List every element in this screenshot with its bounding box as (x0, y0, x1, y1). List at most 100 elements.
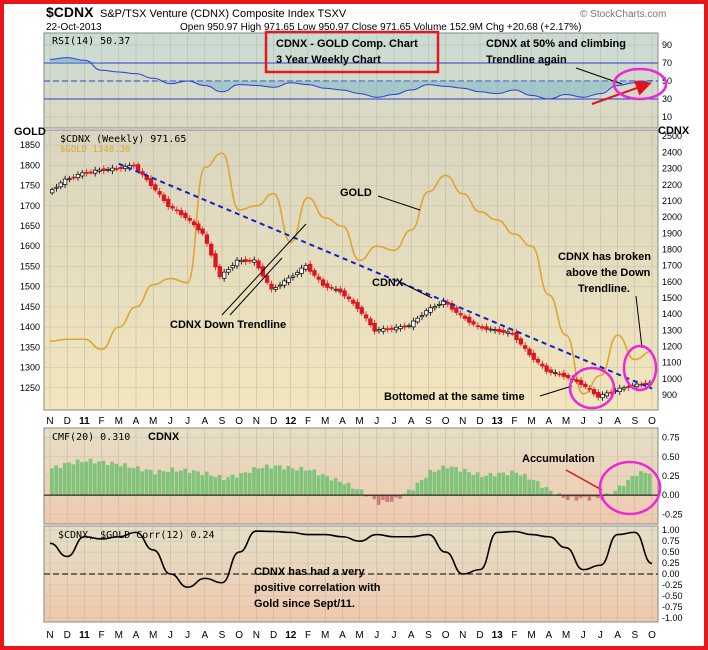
correlation-series (49, 530, 653, 588)
month-label-bottom-9: A (201, 630, 208, 641)
gold-annotation: GOLD (340, 187, 372, 199)
corr-tick-4: 0.00 (662, 569, 680, 579)
gold-tick-9: 1400 (20, 322, 40, 332)
cdnx-candle-23-2 (454, 307, 459, 313)
cdnx-annotation: CDNX (372, 277, 404, 289)
cdnx-axis-title: CDNX (658, 125, 690, 137)
cmf-bar-28-3 (544, 487, 549, 496)
cmf-bar-1-1 (71, 464, 76, 496)
cdnx-candle-28-3 (544, 365, 549, 372)
cdnx-candle-14-2 (299, 267, 304, 274)
cmf-bar-29-3 (561, 495, 566, 498)
cdnx-candle-21-2 (419, 315, 425, 318)
cdnx-tick-3: 2200 (662, 180, 682, 190)
cdnx-candle-12-0 (256, 260, 261, 269)
month-label-bottom-31: J (581, 630, 586, 641)
cdnx-candle-18-2 (368, 318, 373, 326)
cdnx-tick-6: 1900 (662, 228, 682, 238)
cmf-bar-20-3 (406, 489, 411, 496)
cmf-bar-16-1 (329, 480, 334, 496)
corr-tick-7: -0.75 (662, 602, 683, 612)
cmf-bar-1-3 (80, 462, 84, 496)
cmf-bar-8-0 (187, 472, 192, 496)
rsi-shade-16 (308, 81, 326, 89)
cdnx-tick-12: 1300 (662, 325, 682, 335)
month-label-top-14: 12 (285, 416, 297, 427)
cmf-bar-13-3 (286, 466, 291, 496)
rsi-shade-26 (480, 81, 498, 94)
gold-tick-3: 1700 (20, 201, 40, 211)
cmf-bar-30-3 (578, 495, 583, 499)
cmf-bar-27-1 (518, 475, 523, 496)
breakout-line-2: above the Down (566, 267, 651, 279)
cdnx-candle-30-0 (565, 375, 571, 379)
watermark: © StockCharts.com (580, 9, 666, 20)
cdnx-candle-19-3 (389, 327, 394, 330)
cdnx-candle-31-3 (596, 391, 601, 398)
rsi-shade-21 (394, 81, 412, 95)
cmf-bar-25-2 (488, 472, 493, 496)
month-label-top-1: D (64, 416, 71, 427)
cmf-bar-2-0 (84, 461, 89, 496)
month-label-bottom-28: M (527, 630, 535, 641)
gold-tick-6: 1550 (20, 261, 40, 271)
cdnx-candle-25-2 (488, 328, 493, 331)
rsi-line (49, 57, 653, 100)
month-label-top-35: O (648, 416, 656, 427)
gold-tick-4: 1650 (20, 221, 40, 231)
cmf-bar-25-3 (492, 476, 497, 496)
cmf-bar-0-1 (54, 465, 58, 496)
down-trendline-annotation: CDNX Down Trendline (170, 319, 286, 331)
cdnx-candle-30-2 (574, 379, 579, 383)
cdnx-candle-8-2 (196, 223, 201, 231)
month-label-top-26: 13 (492, 416, 504, 427)
cmf-bar-15-1 (312, 469, 316, 496)
cmf-bar-8-2 (196, 471, 200, 496)
month-label-bottom-6: M (149, 630, 157, 641)
cdnx-candle-6-0 (153, 184, 158, 191)
accumulation-annotation: Accumulation (522, 453, 595, 465)
cdnx-candle-14-1 (295, 272, 300, 276)
cdnx-candle-23-3 (458, 313, 463, 316)
cdnx-candle-31-0 (583, 383, 588, 388)
month-label-top-18: M (355, 416, 363, 427)
cmf-tick-3: 0.00 (662, 490, 680, 500)
rsi-shade-23 (428, 81, 446, 87)
cmf-bar-28-1 (535, 480, 540, 496)
cdnx-candle-5-0 (136, 164, 141, 172)
cdnx-candle-13-2 (282, 280, 287, 286)
cdnx-candle-13-0 (273, 287, 278, 290)
cdnx-tick-11: 1400 (662, 309, 682, 319)
cdnx-candle-0-3 (62, 178, 68, 185)
cdnx-candle-9-0 (204, 234, 210, 244)
cmf-bar-4-2 (127, 467, 132, 496)
month-label-bottom-26: 13 (492, 630, 504, 641)
down-trendline-pointer-1 (229, 257, 283, 316)
rsi-overbought-3 (84, 60, 102, 63)
gold-annotation-pointer (377, 195, 421, 211)
cdnx-candle-16-2 (333, 288, 339, 291)
cmf-bar-12-1 (260, 468, 265, 496)
cmf-bar-28-2 (540, 487, 544, 496)
month-axis-bottom: N D 11 F M A M J J A S O N D 12 F M A M J J A S O N D 13 F M A M J J A S O (46, 630, 656, 641)
cdnx-tick-13: 1200 (662, 342, 682, 352)
month-label-bottom-3: F (99, 630, 105, 641)
month-label-top-8: J (185, 416, 190, 427)
cmf-bar-21-3 (424, 478, 428, 496)
cdnx-candle-8-1 (191, 221, 197, 226)
cdnx-tick-1: 2400 (662, 147, 682, 157)
cdnx-candle-0-1 (54, 186, 59, 189)
cdnx-candle-10-2 (230, 265, 235, 269)
cdnx-tick-8: 1700 (662, 261, 682, 271)
cdnx-candle-33-0 (617, 387, 622, 392)
cmf-bar-31-2 (591, 495, 596, 497)
title-box (264, 30, 440, 74)
cmf-bar-19-3 (389, 495, 394, 502)
cmf-bar-5-3 (148, 470, 153, 496)
cdnx-candle-25-0 (480, 326, 485, 329)
cmf-bar-2-2 (93, 463, 97, 496)
cdnx-candle-34-0 (634, 383, 640, 388)
month-label-top-24: N (459, 416, 466, 427)
cdnx-down-trendline (118, 162, 653, 390)
quote-line: Open 950.97 High 971.65 Low 950.97 Close… (180, 22, 581, 33)
